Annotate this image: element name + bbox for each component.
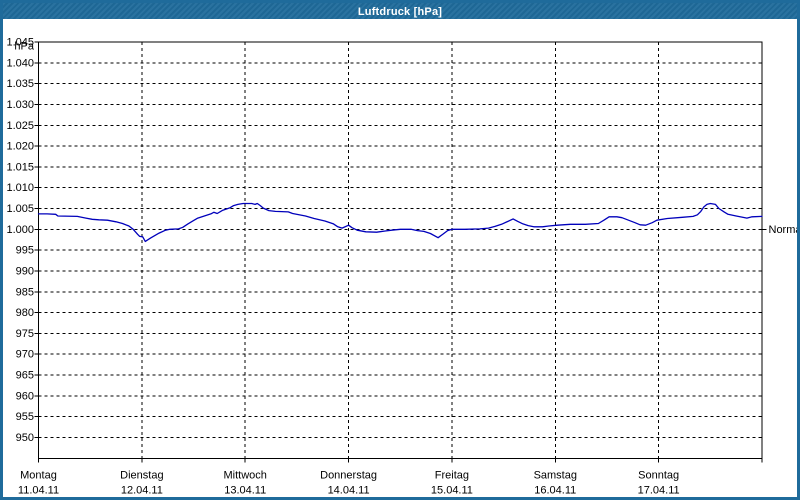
window-title: Luftdruck [hPa] (357, 6, 443, 18)
day-name-label: Dienstag (120, 469, 163, 481)
y-tick-label: 985 (16, 286, 34, 298)
day-name-label: Freitag (435, 469, 469, 481)
y-tick-label: 965 (16, 370, 34, 382)
day-name-label: Montag (20, 469, 57, 481)
y-tick-label: 1.035 (6, 78, 34, 90)
y-tick-label: 1.000 (6, 224, 34, 236)
y-tick-label: 955 (16, 411, 34, 423)
chart-frame (38, 41, 763, 459)
y-tick-label: 1.030 (6, 99, 34, 111)
pressure-line (37, 202, 763, 243)
day-date-label: 15.04.11 (431, 484, 473, 496)
day-name-label: Samstag (534, 469, 577, 481)
y-tick-label: 1.010 (6, 182, 34, 194)
y-tick-label: 1.005 (6, 203, 34, 215)
day-name-label: Mittwoch (224, 469, 267, 481)
day-date-label: 13.04.11 (224, 484, 266, 496)
day-name-label: Sonntag (638, 469, 679, 481)
y-tick-label: 950 (16, 432, 34, 444)
unit-label: hPa (14, 41, 34, 53)
y-tick-label: 1.015 (6, 161, 34, 173)
window-titlebar: Luftdruck [hPa] (3, 3, 797, 19)
y-tick-label: 975 (16, 328, 34, 340)
day-date-label: 14.04.11 (328, 484, 370, 496)
day-date-label: 12.04.11 (121, 484, 163, 496)
y-tick-label: 1.020 (6, 141, 34, 153)
normal-label: Normal (769, 224, 798, 236)
y-tick-label: 1.045 (6, 37, 34, 49)
y-tick-label: 1.040 (6, 57, 34, 69)
day-date-label: 11.04.11 (18, 484, 59, 496)
y-tick-label: 995 (16, 245, 34, 257)
pressure-chart: 1.045 1.040 1.035 1.030 1.025 1.020 1.015 1.010… (3, 19, 797, 497)
day-date-label: 17.04.11 (638, 484, 680, 496)
y-tick-label: 960 (16, 390, 34, 402)
y-tick-label: 970 (16, 349, 34, 361)
y-tick-label: 990 (16, 265, 34, 277)
day-date-label: 16.04.11 (534, 484, 576, 496)
y-tick-label: 1.025 (6, 120, 34, 132)
day-name-label: Donnerstag (320, 469, 377, 481)
y-tick-label: 980 (16, 307, 34, 319)
